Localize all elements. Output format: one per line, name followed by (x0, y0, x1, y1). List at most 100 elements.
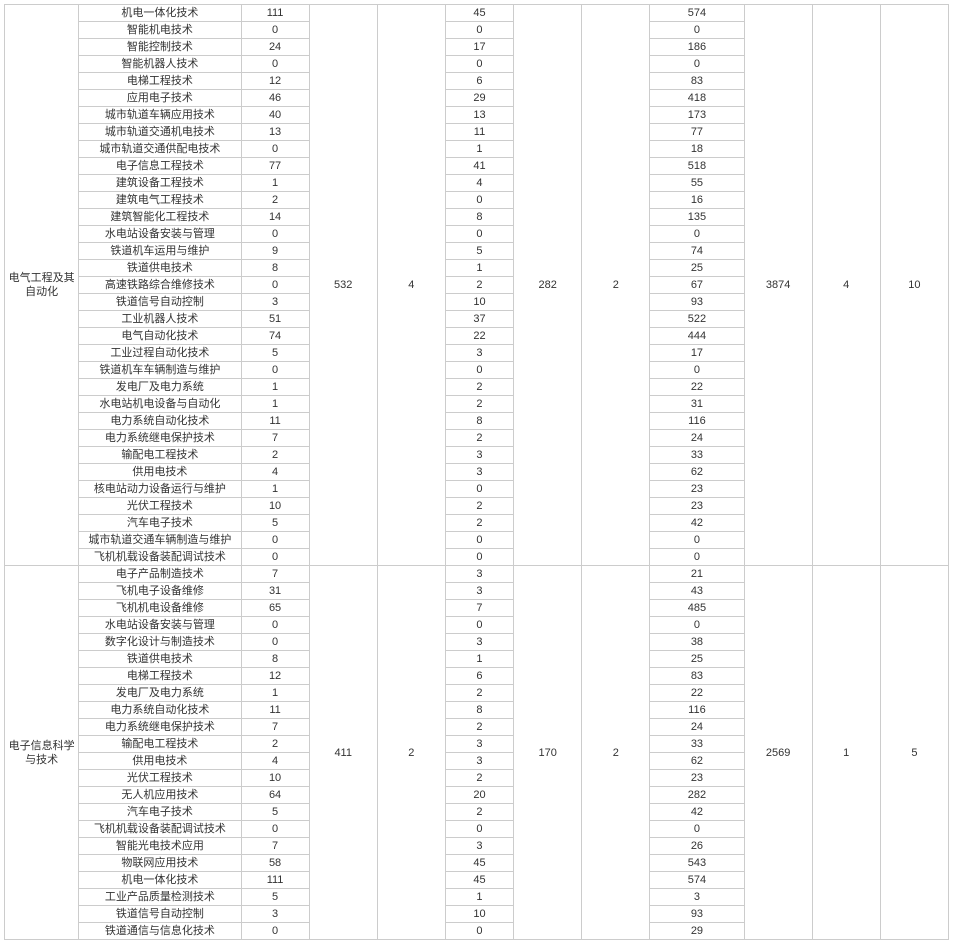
cell-c5: 0 (445, 56, 513, 73)
cell-c2: 74 (241, 328, 309, 345)
cell-c2: 111 (241, 872, 309, 889)
cell-c2: 2 (241, 447, 309, 464)
cell-agg-c3: 411 (309, 566, 377, 940)
cell-c8: 62 (650, 753, 744, 770)
cell-c8: 24 (650, 719, 744, 736)
cell-major: 输配电工程技术 (79, 447, 241, 464)
cell-major: 城市轨道交通机电技术 (79, 124, 241, 141)
cell-c5: 2 (445, 685, 513, 702)
cell-major: 电力系统自动化技术 (79, 702, 241, 719)
cell-c2: 1 (241, 396, 309, 413)
cell-major: 汽车电子技术 (79, 515, 241, 532)
cell-major: 光伏工程技术 (79, 770, 241, 787)
cell-c2: 1 (241, 481, 309, 498)
cell-agg-c11: 5 (880, 566, 948, 940)
cell-c5: 20 (445, 787, 513, 804)
cell-c5: 6 (445, 73, 513, 90)
cell-c8: 0 (650, 226, 744, 243)
cell-c5: 0 (445, 481, 513, 498)
cell-agg-c3: 532 (309, 5, 377, 566)
data-table: 电气工程及其自动化机电一体化技术11153244528225743874410智… (4, 4, 949, 940)
cell-major: 水电站设备安装与管理 (79, 617, 241, 634)
cell-c2: 9 (241, 243, 309, 260)
cell-major: 铁道供电技术 (79, 260, 241, 277)
cell-c8: 93 (650, 906, 744, 923)
cell-major: 机电一体化技术 (79, 5, 241, 22)
cell-c5: 1 (445, 651, 513, 668)
cell-c8: 23 (650, 770, 744, 787)
cell-c5: 2 (445, 379, 513, 396)
cell-c2: 0 (241, 141, 309, 158)
cell-c8: 0 (650, 821, 744, 838)
cell-c5: 3 (445, 345, 513, 362)
cell-c2: 0 (241, 22, 309, 39)
cell-c2: 3 (241, 906, 309, 923)
table-row: 电子信息科学与技术电子产品制造技术741123170221256915 (5, 566, 949, 583)
cell-c8: 43 (650, 583, 744, 600)
cell-agg-c10: 1 (812, 566, 880, 940)
cell-c2: 0 (241, 362, 309, 379)
cell-c5: 17 (445, 39, 513, 56)
cell-c5: 0 (445, 617, 513, 634)
cell-c2: 12 (241, 73, 309, 90)
cell-c8: 543 (650, 855, 744, 872)
cell-c5: 3 (445, 736, 513, 753)
cell-c2: 11 (241, 702, 309, 719)
cell-c8: 22 (650, 685, 744, 702)
cell-c2: 0 (241, 923, 309, 940)
cell-major: 城市轨道交通车辆制造与维护 (79, 532, 241, 549)
cell-c5: 5 (445, 243, 513, 260)
cell-major: 飞机机载设备装配调试技术 (79, 821, 241, 838)
cell-c5: 1 (445, 889, 513, 906)
cell-c8: 0 (650, 22, 744, 39)
cell-major: 水电站设备安装与管理 (79, 226, 241, 243)
cell-c8: 25 (650, 260, 744, 277)
cell-c2: 3 (241, 294, 309, 311)
cell-major: 水电站机电设备与自动化 (79, 396, 241, 413)
cell-major: 铁道通信与信息化技术 (79, 923, 241, 940)
cell-c5: 45 (445, 855, 513, 872)
group-label: 电气工程及其自动化 (5, 5, 79, 566)
cell-c8: 116 (650, 413, 744, 430)
cell-c2: 0 (241, 226, 309, 243)
cell-c2: 2 (241, 192, 309, 209)
cell-c8: 574 (650, 5, 744, 22)
cell-agg-c10: 4 (812, 5, 880, 566)
cell-c5: 3 (445, 838, 513, 855)
cell-c5: 2 (445, 498, 513, 515)
cell-major: 工业产品质量检测技术 (79, 889, 241, 906)
cell-c5: 10 (445, 906, 513, 923)
cell-agg-c11: 10 (880, 5, 948, 566)
cell-c2: 7 (241, 719, 309, 736)
cell-c5: 10 (445, 294, 513, 311)
cell-agg-c6: 282 (514, 5, 582, 566)
cell-major: 汽车电子技术 (79, 804, 241, 821)
cell-c2: 10 (241, 770, 309, 787)
cell-c5: 11 (445, 124, 513, 141)
cell-major: 智能机器人技术 (79, 56, 241, 73)
cell-c2: 1 (241, 685, 309, 702)
cell-c5: 41 (445, 158, 513, 175)
cell-c5: 6 (445, 668, 513, 685)
cell-c8: 186 (650, 39, 744, 56)
cell-c2: 65 (241, 600, 309, 617)
cell-c8: 522 (650, 311, 744, 328)
cell-major: 无人机应用技术 (79, 787, 241, 804)
cell-c2: 1 (241, 379, 309, 396)
cell-major: 电子产品制造技术 (79, 566, 241, 583)
cell-major: 智能控制技术 (79, 39, 241, 56)
cell-major: 建筑电气工程技术 (79, 192, 241, 209)
cell-c5: 8 (445, 209, 513, 226)
cell-c5: 45 (445, 5, 513, 22)
cell-c8: 518 (650, 158, 744, 175)
cell-c2: 11 (241, 413, 309, 430)
cell-c2: 8 (241, 260, 309, 277)
cell-c5: 3 (445, 583, 513, 600)
cell-c5: 13 (445, 107, 513, 124)
cell-c5: 0 (445, 192, 513, 209)
cell-c5: 2 (445, 277, 513, 294)
cell-major: 智能光电技术应用 (79, 838, 241, 855)
cell-c5: 1 (445, 260, 513, 277)
cell-agg-c7: 2 (582, 5, 650, 566)
cell-c2: 51 (241, 311, 309, 328)
